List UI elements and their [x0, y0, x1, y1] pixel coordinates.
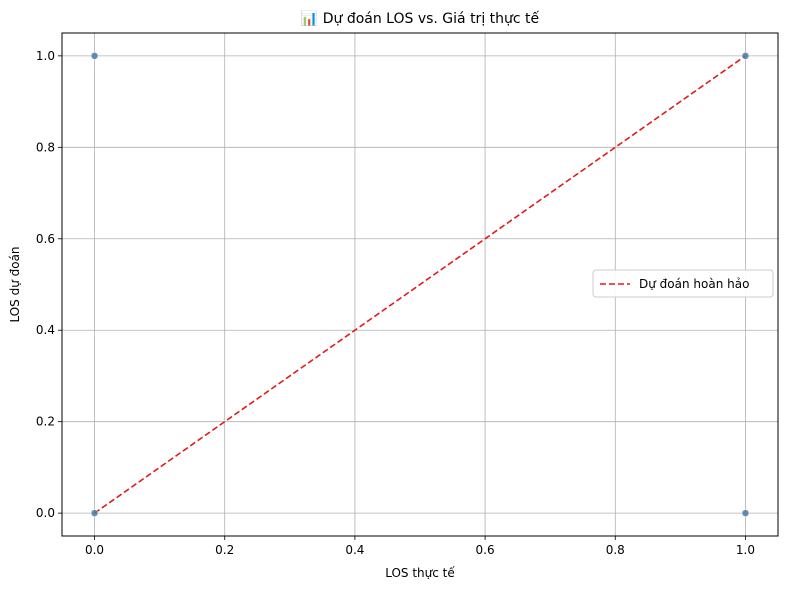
legend-label: Dự đoán hoàn hảo [639, 277, 749, 291]
y-tick-label: 0.2 [36, 415, 55, 429]
x-tick-label: 0.6 [476, 543, 495, 557]
scatter-points [90, 52, 750, 517]
y-tick-label: 0.0 [36, 506, 55, 520]
x-tick-label: 1.0 [736, 543, 755, 557]
x-tick-label: 0.0 [85, 543, 104, 557]
x-tick-label: 0.2 [215, 543, 234, 557]
y-tick-label: 0.4 [36, 323, 55, 337]
chart-title: 📊 Dự đoán LOS vs. Giá trị thực tế [301, 10, 540, 27]
y-tick-label: 0.6 [36, 232, 55, 246]
y-axis-ticks: 0.0 0.2 0.4 0.6 0.8 1.0 [36, 49, 62, 520]
scatter-point [741, 52, 750, 60]
scatter-point [741, 509, 750, 517]
perfect-prediction-line [94, 55, 746, 514]
y-tick-label: 1.0 [36, 49, 55, 63]
y-tick-label: 0.8 [36, 140, 55, 154]
x-axis-label: LOS thực tế [385, 566, 455, 580]
plot-area [61, 32, 779, 537]
scatter-point [90, 52, 99, 60]
x-tick-label: 0.8 [606, 543, 625, 557]
x-tick-label: 0.4 [345, 543, 364, 557]
legend-box [592, 269, 774, 298]
y-axis-label: LOS dự đoán [8, 246, 22, 322]
x-axis-ticks: 0.0 0.2 0.4 0.6 0.8 1.0 [85, 536, 755, 557]
scatter-point [90, 509, 99, 517]
legend: Dự đoán hoàn hảo [592, 269, 774, 298]
